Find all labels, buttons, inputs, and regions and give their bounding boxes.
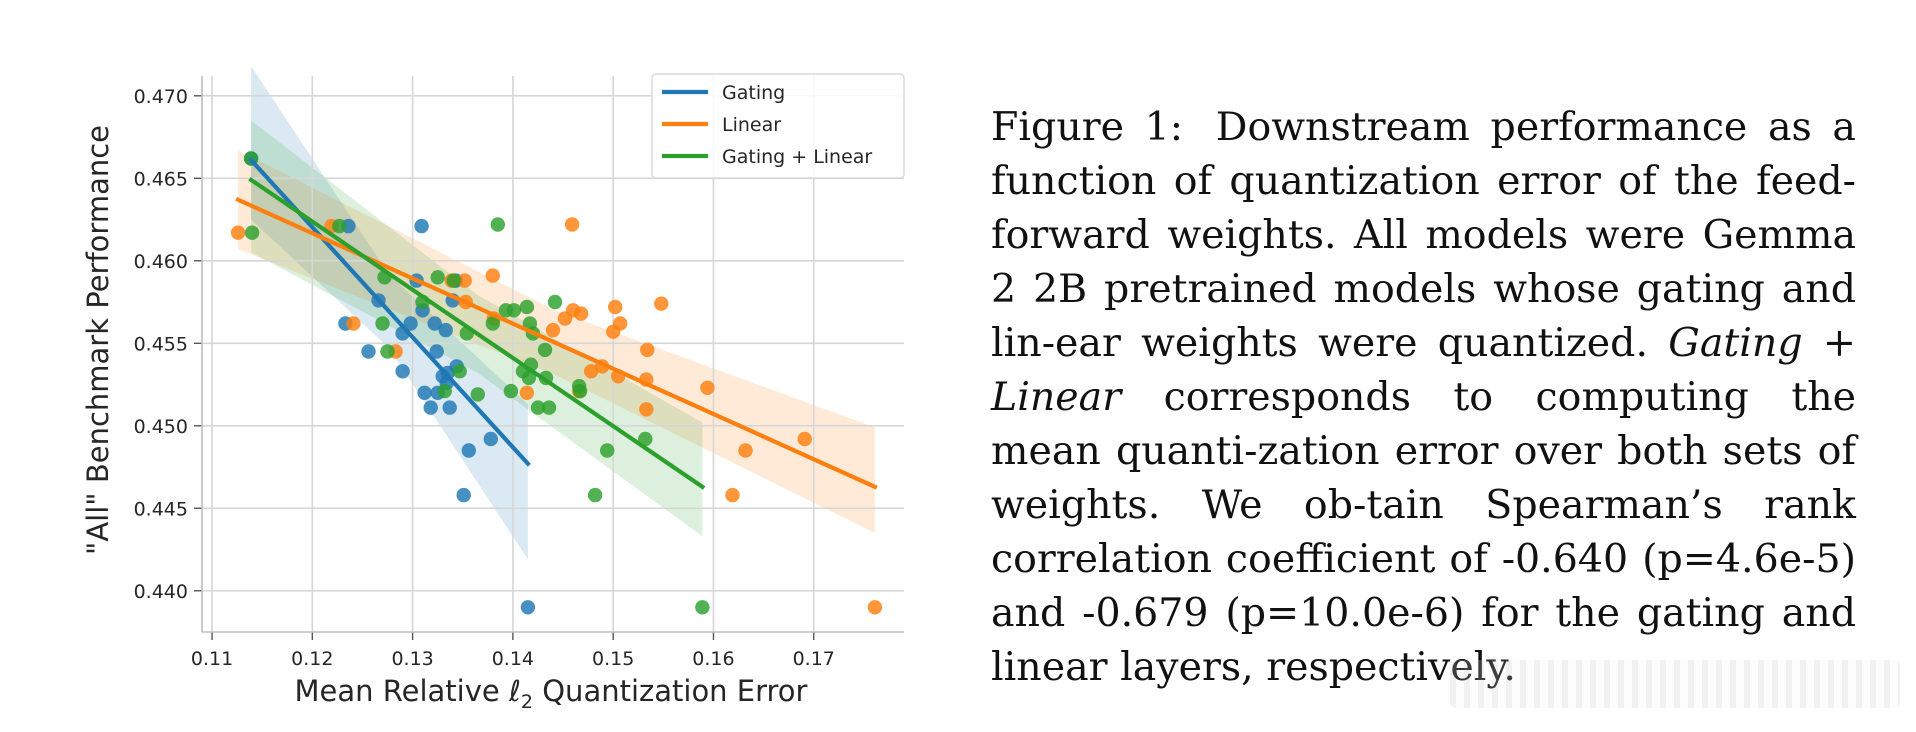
caption-text-part2: corresponds to computing the mean quanti… (991, 374, 1857, 690)
point-gating-linear (485, 316, 500, 331)
point-linear (700, 380, 715, 395)
point-gating (520, 600, 536, 615)
point-gating-linear (446, 273, 461, 288)
x-tick-label: 0.13 (391, 648, 433, 670)
point-gating-linear (537, 342, 553, 358)
point-gating-linear (490, 217, 505, 232)
regression-lines (235, 157, 878, 490)
y-axis-label: "All" Benchmark Performance (81, 125, 115, 555)
legend: Gating Linear Gating + Linear (651, 73, 905, 179)
point-linear (545, 322, 561, 338)
point-linear (738, 443, 753, 458)
point-gating-linear (375, 316, 390, 331)
point-gating-linear (506, 303, 522, 318)
watermark-blur (1450, 660, 1900, 708)
tick-labels: 0.11 0.12 0.13 0.14 0.15 0.16 0.17 0.440 0.445 0.… (134, 86, 835, 670)
point-gating-linear (530, 400, 546, 415)
x-tick-label: 0.17 (793, 648, 835, 670)
point-gating-linear (521, 370, 537, 386)
point-linear (639, 402, 654, 417)
point-gating-linear (695, 600, 710, 615)
x-tick-label: 0.16 (692, 648, 734, 670)
legend-label-gating: Gating (722, 82, 785, 104)
point-gating (423, 400, 438, 415)
point-linear (613, 316, 628, 331)
point-linear (573, 306, 589, 321)
point-linear (583, 364, 599, 379)
point-linear (346, 316, 361, 331)
legend-label-gating-linear: Gating + Linear (722, 146, 872, 168)
point-gating (483, 431, 498, 447)
caption-italic: Gating + Linear (991, 320, 1856, 420)
y-tick-label: 0.460 (134, 251, 188, 273)
x-axis-label: Mean Relative ℓ2 Quantization Error (295, 674, 808, 713)
point-linear (564, 217, 580, 232)
y-tick-label: 0.450 (134, 416, 188, 438)
caption-text-part1: Downstream performance as a function of … (991, 104, 1856, 366)
point-gating (429, 344, 444, 359)
point-linear (519, 385, 535, 400)
figure-caption: Figure 1: Downstream performance as a fu… (991, 100, 1856, 694)
point-gating (403, 316, 418, 331)
point-gating-linear (572, 383, 588, 399)
point-linear (230, 225, 246, 240)
legend-box (651, 73, 905, 179)
x-tick-label: 0.14 (492, 648, 534, 670)
point-linear (654, 296, 669, 311)
point-gating (417, 385, 432, 400)
point-gating-linear (332, 218, 347, 234)
x-tick-label: 0.11 (191, 648, 233, 670)
x-tick-label: 0.15 (592, 648, 634, 670)
point-gating-linear (503, 383, 519, 399)
y-tick-label: 0.455 (134, 333, 188, 355)
y-tick-label: 0.445 (134, 498, 188, 520)
point-gating (438, 322, 453, 338)
point-gating (427, 316, 442, 331)
point-gating-linear (380, 344, 395, 359)
point-gating (456, 487, 471, 503)
point-gating-linear (519, 299, 535, 315)
point-gating-linear (547, 294, 563, 310)
caption-label: Figure 1: (991, 104, 1184, 150)
point-gating-linear (638, 431, 653, 447)
point-gating-linear (587, 487, 603, 503)
point-gating (461, 443, 476, 458)
point-gating-linear (244, 225, 260, 240)
point-linear (608, 299, 623, 315)
point-gating (414, 218, 429, 234)
point-gating (442, 400, 457, 415)
ci-band-gating-linear (251, 120, 703, 537)
point-linear (867, 600, 883, 615)
point-gating-linear (437, 383, 452, 399)
point-linear (457, 273, 472, 288)
scatter-chart: 0.11 0.12 0.13 0.14 0.15 0.16 0.17 0.440 0.445 0.… (81, 66, 905, 713)
point-gating (395, 364, 410, 379)
axes (194, 76, 904, 640)
point-linear (485, 268, 500, 283)
point-linear (725, 487, 740, 503)
fit-line-linear (235, 196, 878, 490)
point-gating-linear (470, 387, 485, 402)
point-gating-linear (600, 443, 615, 458)
fit-line-gating-linear (248, 177, 706, 490)
point-gating-linear (430, 270, 445, 285)
point-gating (361, 344, 376, 359)
y-tick-label: 0.440 (134, 581, 188, 603)
point-linear (640, 342, 655, 358)
point-gating-linear (452, 364, 467, 379)
x-tick-label: 0.12 (291, 648, 333, 670)
y-tick-label: 0.465 (134, 168, 188, 190)
point-linear (797, 431, 812, 447)
y-tick-label: 0.470 (134, 86, 188, 108)
legend-label-linear: Linear (722, 114, 781, 136)
point-gating-linear (541, 400, 557, 415)
